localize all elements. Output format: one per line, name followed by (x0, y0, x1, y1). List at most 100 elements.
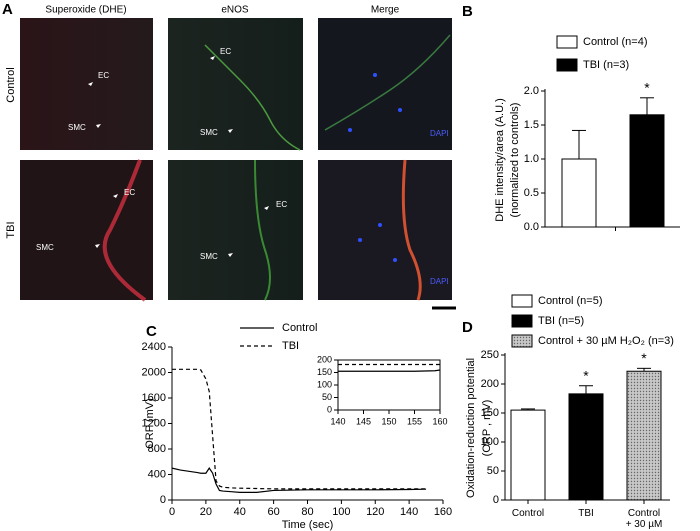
annotation: DAPI (430, 129, 449, 138)
bar (510, 409, 546, 501)
x-tick-label: 150 (381, 416, 396, 426)
x-tick-label: 140 (400, 506, 418, 518)
y-tick-label: 50 (322, 392, 332, 402)
legend-label: Control + 30 µM H₂O₂ (n=3) (538, 335, 674, 347)
x-tick-label: 160 (432, 416, 447, 426)
y-tick-label: 1.5 (524, 119, 539, 131)
nucleus (393, 258, 397, 262)
y-tick-label: 2400 (142, 341, 166, 353)
bar (626, 370, 662, 501)
significance: * (641, 350, 647, 366)
y-axis-label: Oxidation-reduction potential (465, 358, 477, 498)
image (318, 18, 452, 150)
annotation: SMC (200, 128, 218, 137)
y-tick-label: 0.5 (524, 187, 539, 199)
x-tick-label: 120 (366, 506, 384, 518)
legend-label: TBI (282, 340, 299, 352)
row-label: Control (5, 67, 17, 102)
nucleus (378, 223, 382, 227)
y-tick-label: 2.0 (524, 85, 539, 97)
image (20, 18, 153, 150)
panel-label: A (2, 1, 13, 18)
image (318, 160, 452, 300)
y-tick-label: 1600 (142, 392, 166, 404)
bar (568, 393, 604, 501)
legend-swatch (556, 35, 578, 49)
nucleus (373, 73, 377, 77)
panel-label: C (146, 323, 157, 340)
y-axis-label: ORP (mV) (144, 398, 156, 449)
line-series (171, 467, 427, 493)
panel-label: B (462, 3, 473, 20)
image (168, 18, 303, 150)
y-tick-label: 100 (481, 436, 499, 448)
x-tick-label: 100 (332, 506, 350, 518)
y-tick-label: 150 (481, 407, 499, 419)
nucleus (348, 128, 352, 132)
y-tick-label: 0.0 (524, 221, 539, 233)
x-tick-label: 155 (407, 416, 422, 426)
legend-label: Control (n=5) (538, 295, 603, 307)
y-tick-label: 800 (148, 443, 166, 455)
x-tick-label: 145 (356, 416, 371, 426)
column-header: Superoxide (DHE) (45, 5, 126, 16)
nucleus (358, 238, 362, 242)
line-series (338, 369, 441, 372)
annotation: SMC (36, 243, 54, 252)
row-label: TBI (5, 221, 17, 238)
annotation: DAPI (430, 277, 449, 286)
x-tick-label: TBI (578, 508, 594, 519)
y-tick-label: 250 (481, 349, 499, 361)
annotation: SMC (200, 252, 218, 261)
y-tick-label: 200 (317, 354, 332, 364)
nucleus (398, 108, 402, 112)
y-tick-label: 0 (327, 404, 332, 414)
image (168, 160, 303, 300)
x-tick-label: Control (511, 508, 545, 519)
y-axis-label: DHE intensity/area (A.U.) (494, 98, 506, 221)
y-tick-label: 200 (481, 378, 499, 390)
x-tick-label: 20 (200, 506, 212, 518)
annotation: EC (276, 200, 287, 209)
y-axis-label: (ORP , mV) (481, 400, 493, 457)
y-tick-label: 50 (487, 465, 499, 477)
annotation: EC (98, 71, 109, 80)
legend-swatch (556, 58, 578, 72)
annotation: EC (220, 47, 231, 56)
legend-label: Control (282, 322, 317, 334)
y-tick-label: 0 (493, 494, 499, 506)
vessel-wall (204, 44, 301, 151)
legend-label: TBI (n=5) (538, 315, 584, 327)
x-tick-label: 0 (169, 506, 175, 518)
column-header: Merge (371, 5, 400, 16)
legend-swatch (511, 314, 533, 328)
vessel-wall (102, 159, 147, 302)
vessel-wall (324, 34, 451, 131)
inset-frame (337, 359, 441, 411)
panel-label: D (462, 319, 473, 336)
significance: * (583, 367, 589, 383)
x-tick-label: 40 (234, 506, 246, 518)
y-tick-label: 0 (160, 494, 166, 506)
x-axis-label: Time (sec) (282, 519, 334, 531)
column-header: eNOS (221, 5, 249, 16)
micrographs: EC SMC EC SMC DAPI EC SMC EC SMC DAPI (20, 18, 452, 302)
y-tick-label: 400 (148, 468, 166, 480)
y-tick-label: 1.0 (524, 153, 539, 165)
y-tick-label: 100 (317, 379, 332, 389)
legend-label: TBI (n=3) (583, 59, 629, 71)
annotation: SMC (68, 123, 86, 132)
significance: * (644, 80, 650, 96)
y-tick-label: 2000 (142, 366, 166, 378)
legend-swatch (511, 294, 533, 308)
x-tick-label: 160 (434, 506, 452, 518)
annotation: EC (124, 188, 135, 197)
line-series (172, 368, 427, 490)
x-tick-label: 60 (268, 506, 280, 518)
y-axis-label: (normalized to controls) (509, 103, 521, 218)
vessel-wall (401, 159, 422, 301)
bar (629, 114, 665, 228)
legend-label: Control (n=4) (583, 36, 648, 48)
vessel-wall (254, 159, 271, 301)
